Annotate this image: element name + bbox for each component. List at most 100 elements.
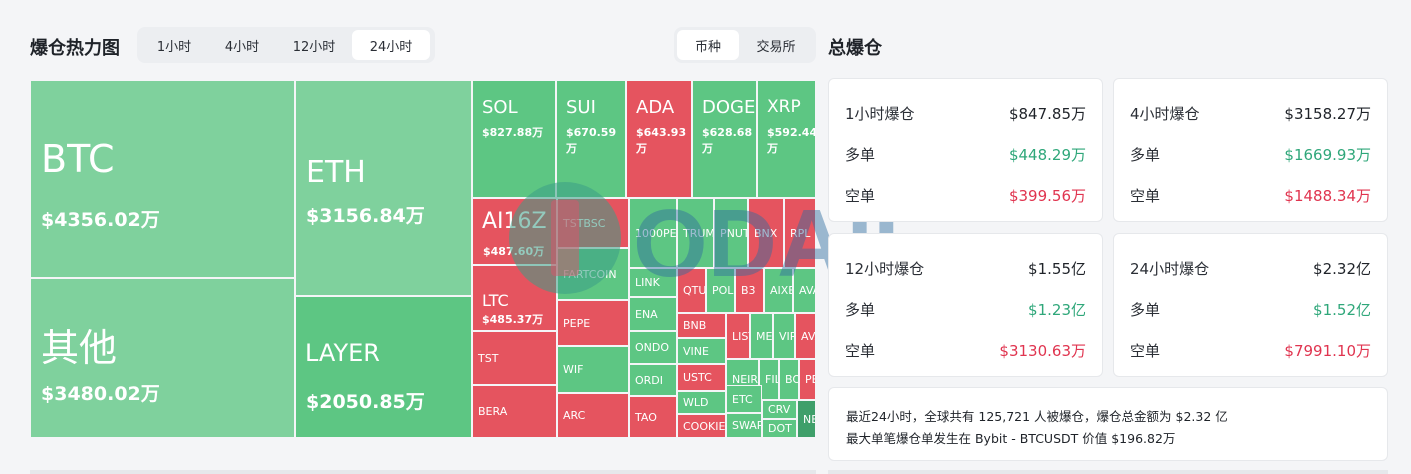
treemap-tile[interactable]: ADA $643.93万 xyxy=(626,80,692,198)
treemap-tile[interactable]: QTUM xyxy=(677,268,706,313)
treemap-tile[interactable]: PEOPLE xyxy=(799,359,816,400)
treemap-tile[interactable]: TAO xyxy=(629,396,677,438)
tile-symbol: TAO xyxy=(635,410,657,424)
treemap-tile[interactable]: DOGE $628.68万 xyxy=(692,80,757,198)
tile-value: $827.88万 xyxy=(482,126,544,139)
treemap-tile[interactable]: TST xyxy=(472,331,557,385)
tile-value: $643.93万 xyxy=(636,126,687,155)
treemap-tile[interactable]: ARC xyxy=(557,393,629,438)
treemap-tile[interactable]: ETH $3156.84万 xyxy=(295,80,472,296)
tab-12h[interactable]: 12小时 xyxy=(292,39,336,55)
treemap-tile[interactable]: POL xyxy=(706,268,735,313)
row-value: $2.32亿 xyxy=(1313,260,1371,278)
tile-symbol: VINE xyxy=(683,344,709,358)
row-label: 空单 xyxy=(845,187,876,205)
treemap-tile[interactable]: BNX xyxy=(748,198,784,268)
treemap-tile[interactable]: BERA xyxy=(472,385,557,438)
row-value: $448.29万 xyxy=(1008,146,1086,164)
tile-symbol: TSTBSC xyxy=(563,216,606,230)
tab-4h[interactable]: 4小时 xyxy=(224,39,260,55)
tile-symbol: LINK xyxy=(635,276,660,289)
summary-note-line2: 最大单笔爆仓单发生在 Bybit - BTCUSDT 价值 $196.82万 xyxy=(846,431,1176,446)
row-value: $3158.27万 xyxy=(1284,105,1371,123)
tile-symbol: XRP xyxy=(767,97,801,117)
treemap-tile[interactable]: USTC xyxy=(677,364,726,391)
treemap-tile[interactable]: NEAR xyxy=(797,400,816,438)
tile-value: $487.60万 xyxy=(483,245,545,258)
tab-24h[interactable]: 24小时 xyxy=(352,30,430,60)
tab-1h[interactable]: 1小时 xyxy=(156,39,192,55)
tile-symbol: SUI xyxy=(566,97,596,118)
row-label: 24小时爆仓 xyxy=(1130,260,1210,278)
treemap-tile[interactable]: WLD xyxy=(677,391,726,414)
treemap-tile[interactable]: SUI $670.59万 xyxy=(556,80,626,198)
treemap-tile[interactable]: MEME xyxy=(750,313,773,359)
tile-symbol: AVAAI xyxy=(801,329,815,343)
row-value: $1.55亿 xyxy=(1028,260,1086,278)
tile-symbol: ONDO xyxy=(635,341,670,354)
treemap-tile[interactable]: LISTA xyxy=(726,313,750,359)
treemap-tile[interactable]: VIRTUAL xyxy=(773,313,795,359)
tile-value: $485.37万 xyxy=(482,313,544,326)
treemap-tile[interactable]: SWARMS xyxy=(726,413,762,438)
treemap-tile[interactable]: XRP $592.44万 xyxy=(757,80,816,198)
tile-symbol: WLD xyxy=(683,396,709,409)
treemap-tile[interactable]: FARTCOIN xyxy=(557,248,629,300)
treemap-tile[interactable]: BTC $4356.02万 xyxy=(30,80,295,278)
row-label: 空单 xyxy=(845,342,876,360)
liquidation-row: 多单 $1.23亿 xyxy=(845,299,1086,320)
treemap-tile[interactable]: LTC $485.37万 xyxy=(472,265,557,331)
row-value: $7991.10万 xyxy=(1284,342,1371,360)
treemap-tile[interactable]: VINE xyxy=(677,338,726,364)
row-value: $1.52亿 xyxy=(1313,301,1371,319)
treemap-tile[interactable]: DOT xyxy=(762,419,797,438)
tile-symbol: AVAX xyxy=(799,284,815,297)
treemap-tile[interactable]: PEPE xyxy=(557,300,629,346)
treemap-tile[interactable]: CRV xyxy=(762,400,797,419)
tile-value: $3480.02万 xyxy=(41,383,160,405)
tile-symbol: DOT xyxy=(768,422,792,435)
row-label: 多单 xyxy=(845,146,876,164)
treemap-tile[interactable]: COOKIE xyxy=(677,414,726,438)
tile-symbol: USTC xyxy=(683,371,712,384)
tile-symbol: SWARMS xyxy=(732,419,761,432)
tile-value: $628.68万 xyxy=(702,126,753,155)
tile-value: $3156.84万 xyxy=(306,205,425,227)
treemap-tile[interactable]: AI16Z $487.60万 xyxy=(472,198,557,265)
treemap-tile[interactable]: WIF xyxy=(557,346,629,393)
treemap-tile[interactable]: 1000PEPE xyxy=(629,198,677,268)
liquidation-treemap: BTC $4356.02万其他 $3480.02万 ETH $3156.84万 LAYER… xyxy=(30,80,816,438)
treemap-tile[interactable]: AVAAI xyxy=(795,313,816,359)
treemap-tile[interactable]: AVAX xyxy=(793,268,816,313)
treemap-tile[interactable]: PNUT xyxy=(714,198,748,268)
tab-by-exchange[interactable]: 交易所 xyxy=(756,39,796,55)
treemap-tile[interactable]: 其他 $3480.02万 xyxy=(30,278,295,438)
treemap-tile[interactable]: TSTBSC xyxy=(557,198,629,248)
tile-symbol: CRV xyxy=(768,403,791,416)
tile-symbol: 其他 xyxy=(41,326,118,370)
treemap-tile[interactable]: RPL xyxy=(784,198,816,268)
treemap-tile[interactable]: ONDO xyxy=(629,331,677,364)
treemap-tile[interactable]: ETC xyxy=(726,385,762,413)
group-by-tabs: 币种 交易所 xyxy=(674,27,816,63)
treemap-tile[interactable]: ENA xyxy=(629,297,677,331)
treemap-tile[interactable]: SOL $827.88万 xyxy=(472,80,556,198)
treemap-tile[interactable]: FIL xyxy=(759,359,779,400)
tile-symbol: ENA xyxy=(635,307,658,321)
tile-symbol: PNUT xyxy=(720,226,748,240)
treemap-tile[interactable]: ORDI xyxy=(629,364,677,396)
treemap-tile[interactable]: BOME xyxy=(779,359,799,400)
treemap-tile[interactable]: AIXBT xyxy=(764,268,793,313)
treemap-tile[interactable]: LINK xyxy=(629,268,677,297)
liquidation-row: 空单 $1488.34万 xyxy=(1130,185,1371,206)
treemap-tile[interactable]: LAYER $2050.85万 xyxy=(295,296,472,438)
tab-by-coin[interactable]: 币种 xyxy=(677,30,739,60)
liquidation-row: 4小时爆仓 $3158.27万 xyxy=(1130,103,1371,124)
tile-value: $592.44万 xyxy=(767,126,816,155)
row-value: $1.23亿 xyxy=(1028,301,1086,319)
liquidation-row: 1小时爆仓 $847.85万 xyxy=(845,103,1086,124)
treemap-tile[interactable]: BNB xyxy=(677,313,726,338)
tile-symbol: FARTCOIN xyxy=(563,267,617,281)
treemap-tile[interactable]: B3 xyxy=(735,268,764,313)
